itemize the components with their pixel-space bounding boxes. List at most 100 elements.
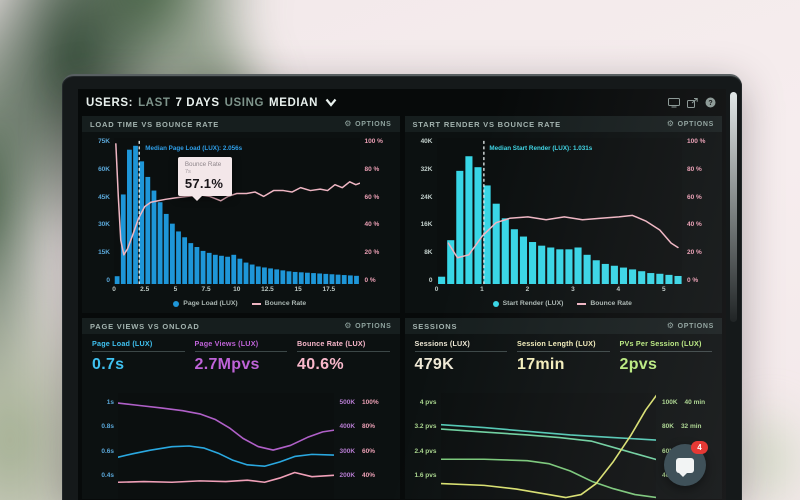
axis-tick: 4 pvs xyxy=(419,399,437,406)
metric-label: Page Views (LUX) xyxy=(194,339,259,348)
chat-widget-button[interactable]: 4 xyxy=(664,441,708,486)
metric-page-load: Page Load (LUX) 0.7s xyxy=(92,339,185,387)
axis-tick: 1 xyxy=(480,286,484,293)
page-views-plot[interactable] xyxy=(118,393,334,499)
metric-pvs-per-session: PVs Per Session (LUX) 2pvs xyxy=(619,339,712,387)
panel-sessions: SESSIONS ⚙ OPTIONS Sessions (LUX) 479K xyxy=(404,318,723,499)
axis-tick: 20 % xyxy=(364,249,380,257)
tooltip-title: Bounce Rate xyxy=(184,160,222,168)
options-button[interactable]: ⚙ OPTIONS xyxy=(667,322,714,330)
start-render-plot[interactable]: Median Start Render (LUX): 1.031s xyxy=(436,138,682,284)
axis-tick: 40 % xyxy=(364,221,380,229)
options-button[interactable]: ⚙ OPTIONS xyxy=(344,120,391,128)
axis-tick: 15 xyxy=(294,286,302,293)
axis-tick: 2.4 pvs xyxy=(414,447,437,455)
axis-tick: 40 min xyxy=(684,399,706,406)
options-label: OPTIONS xyxy=(677,322,714,330)
median-annotation: Median Page Load (LUX): 2.056s xyxy=(145,145,243,152)
axis-tick: 0 xyxy=(106,276,110,284)
axis-tick: 20 % xyxy=(687,249,702,257)
share-icon[interactable] xyxy=(687,97,698,108)
options-button[interactable]: ⚙ OPTIONS xyxy=(667,120,714,128)
axis-tick: 0.6s xyxy=(101,447,114,455)
panel-start-render: START RENDER VS BOUNCE RATE ⚙ OPTIONS 40… xyxy=(404,116,722,313)
axis-tick: 2 xyxy=(525,286,530,293)
options-label: OPTIONS xyxy=(677,120,714,128)
x-axis: 0 1 2 3 4 5 xyxy=(434,284,683,296)
axis-tick: 2.5 xyxy=(140,286,150,293)
axis-tick: 100% xyxy=(362,399,379,406)
metric-label: Page Load (LUX) xyxy=(92,339,153,348)
options-label: OPTIONS xyxy=(355,120,392,128)
axis-tick: 7.5 xyxy=(201,286,211,293)
title-users: USERS: xyxy=(86,96,134,109)
axis-tick: 3 xyxy=(571,286,575,293)
legend-dot-icon xyxy=(492,300,499,307)
x-axis: 0 2.5 5 7.5 10 12.5 15 17.5 xyxy=(112,284,360,296)
axis-tick-row: 100K 40 min xyxy=(662,399,718,406)
legend-label: Start Render (LUX) xyxy=(502,300,564,307)
axis-tick: 1.6 pvs xyxy=(414,471,437,479)
panel-grid: LOAD TIME VS BOUNCE RATE ⚙ OPTIONS 75K 60… xyxy=(82,116,722,499)
dashboard-screen: USERS: LAST 7 DAYS USING MEDIAN xyxy=(78,89,726,500)
panel-page-views-header: PAGE VIEWS VS ONLOAD ⚙ OPTIONS xyxy=(82,318,400,334)
metric-label: Bounce Rate (LUX) xyxy=(297,339,366,348)
legend-label: Bounce Rate xyxy=(590,300,632,307)
sessions-plot[interactable] xyxy=(440,393,656,499)
axis-tick: 40K xyxy=(420,138,433,145)
help-icon[interactable]: ? xyxy=(705,97,716,108)
metric-sessions: Sessions (LUX) 479K xyxy=(414,339,507,387)
y-axis-left: 75K 60K 45K 30K 15K 0 xyxy=(84,138,114,284)
y-axis-left: 4 pvs 3.2 pvs 2.4 pvs 1.6 pvs xyxy=(407,393,441,499)
panel-load-time: LOAD TIME VS BOUNCE RATE ⚙ OPTIONS 75K 60… xyxy=(82,116,400,313)
axis-tick: 10 xyxy=(233,286,241,293)
chart-legend: Start Render (LUX) Bounce Rate xyxy=(407,296,719,311)
axis-tick: 0 xyxy=(428,276,433,284)
header-icons: ? xyxy=(668,97,716,108)
chat-icon xyxy=(676,457,694,477)
axis-tick: 45K xyxy=(98,193,110,201)
metric-bounce-rate: Bounce Rate (LUX) 40.6% xyxy=(297,339,390,387)
axis-tick: 0 % xyxy=(364,276,376,284)
axis-tick: 40 % xyxy=(687,221,702,229)
metric-label: PVs Per Session (LUX) xyxy=(619,339,702,348)
page-title: USERS: LAST 7 DAYS USING MEDIAN xyxy=(86,97,337,109)
axis-tick: 24K xyxy=(420,193,433,201)
axis-tick: 32K xyxy=(420,165,433,173)
axis-tick: 0 xyxy=(434,286,439,293)
axis-tick: 16K xyxy=(420,221,433,229)
axis-tick: 60 % xyxy=(364,193,380,201)
y-axis-left: 40K 32K 24K 16K 8K 0 xyxy=(407,138,437,284)
sessions-chart-area: 4 pvs 3.2 pvs 2.4 pvs 1.6 pvs 100K 40 min 80K… xyxy=(405,389,723,499)
load-time-plot[interactable]: Median Page Load (LUX): 2.056s Bounce Ra… xyxy=(114,138,360,284)
metrics-row: Page Load (LUX) 0.7s Page Views (LUX) 2.… xyxy=(82,334,400,389)
axis-tick-row: 400K 80% xyxy=(340,423,396,430)
metric-divider xyxy=(194,351,287,352)
chevron-down-icon[interactable] xyxy=(325,98,337,107)
axis-tick: 4 xyxy=(616,286,621,293)
median-annotation: Median Start Render (LUX): 1.031s xyxy=(489,145,593,152)
axis-tick: 5 xyxy=(173,286,178,293)
tooltip-sub: 7s xyxy=(184,168,191,175)
legend-dot-icon xyxy=(173,300,180,307)
axis-tick: 100K xyxy=(662,399,678,406)
axis-tick: 0.4s xyxy=(101,471,114,479)
axis-tick: 0 % xyxy=(687,276,699,284)
title-median: MEDIAN xyxy=(269,96,318,109)
title-using: USING xyxy=(224,96,265,109)
axis-tick: 30K xyxy=(98,221,110,229)
laptop: USERS: LAST 7 DAYS USING MEDIAN xyxy=(62,74,742,500)
panel-page-views: PAGE VIEWS VS ONLOAD ⚙ OPTIONS Page Load… xyxy=(82,318,400,499)
monitor-icon[interactable] xyxy=(668,97,680,108)
app-header: USERS: LAST 7 DAYS USING MEDIAN xyxy=(78,89,726,116)
svg-text:?: ? xyxy=(708,100,712,107)
panel-load-time-header: LOAD TIME VS BOUNCE RATE ⚙ OPTIONS xyxy=(82,116,400,132)
options-button[interactable]: ⚙ OPTIONS xyxy=(344,322,391,330)
axis-tick: 400K xyxy=(339,423,356,431)
metric-value: 479K xyxy=(414,356,454,373)
axis-tick: 12.5 xyxy=(261,286,274,293)
axis-tick: 300K xyxy=(339,447,356,455)
gear-icon: ⚙ xyxy=(344,119,353,128)
axis-tick: 0 xyxy=(112,286,116,293)
y-axis-left: 1s 0.8s 0.6s 0.4s xyxy=(84,393,118,499)
